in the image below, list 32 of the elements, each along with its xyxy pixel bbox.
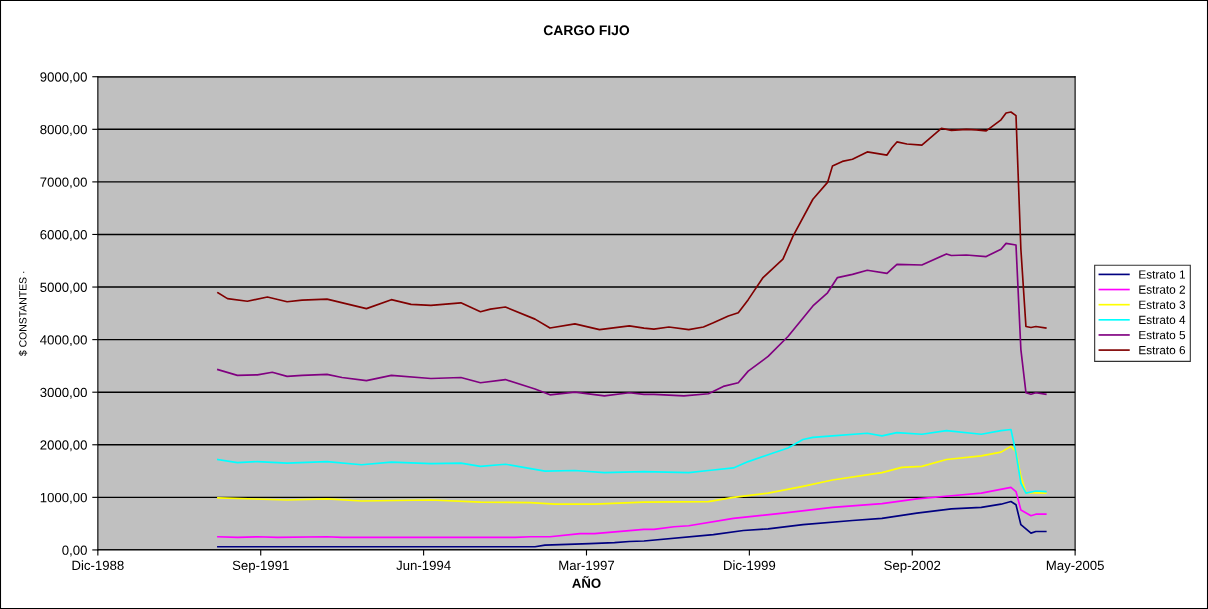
legend-label: Estrato 3 — [1139, 300, 1186, 309]
legend-label: Estrato 1 — [1139, 270, 1186, 279]
x-tick-label: Dic-1988 — [72, 560, 124, 571]
x-tick-label: Sep-2002 — [884, 560, 941, 573]
legend-label: Estrato 2 — [1139, 285, 1185, 294]
y-tick-label: 4000,00 — [40, 335, 87, 347]
line-series — [217, 242, 1047, 397]
x-tick-label: Dic-1999 — [724, 560, 776, 571]
y-tick-label: 2000,00 — [40, 440, 87, 452]
legend-label: Estrato 6 — [1139, 345, 1186, 355]
line-series — [217, 500, 1047, 548]
y-tick-label: 8000,00 — [40, 124, 87, 136]
chart-title: CARGO FIJO — [543, 25, 630, 36]
legend-label: Estrato 5 — [1139, 330, 1186, 340]
y-axis-title: $ CONSTANTES · — [18, 271, 28, 356]
y-tick-label: 5000,00 — [40, 282, 87, 294]
line-series — [217, 445, 1047, 506]
line-series — [217, 111, 1047, 331]
legend-label: Estrato 4 — [1139, 315, 1186, 325]
x-tick-label: May-2005 — [1046, 560, 1104, 573]
y-tick-label: 1000,00 — [40, 492, 87, 504]
y-tick-label: 9000,00 — [40, 72, 87, 84]
x-tick-label: Sep-1991 — [232, 560, 289, 573]
y-tick-label: 3000,00 — [40, 387, 87, 399]
y-tick-label: 0,00 — [62, 545, 87, 557]
line-series — [217, 486, 1047, 539]
x-tick-label: Mar-1997 — [559, 560, 615, 571]
x-tick-label: Jun-1994 — [396, 560, 451, 571]
line-series — [217, 428, 1047, 494]
x-axis-title: AÑO — [572, 576, 601, 588]
y-tick-label: 7000,00 — [40, 177, 87, 189]
y-tick-label: 6000,00 — [40, 230, 87, 241]
